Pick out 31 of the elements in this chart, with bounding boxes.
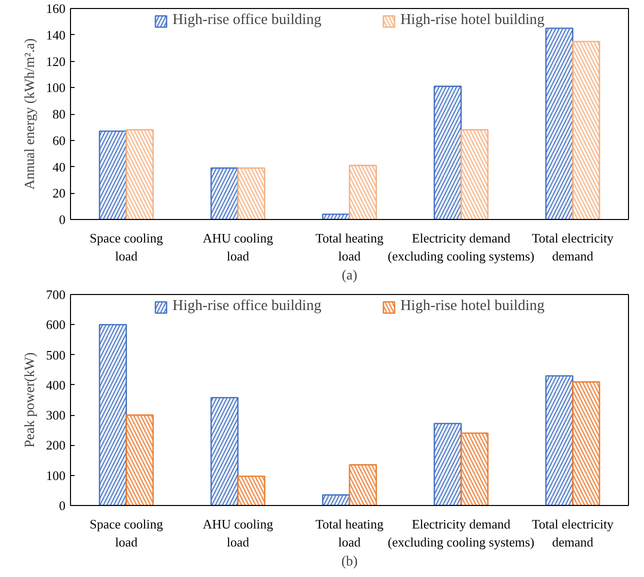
y-tick-label: 300 <box>46 408 66 423</box>
legend-label: High-rise office building <box>172 298 322 315</box>
y-tick-label: 60 <box>52 132 66 148</box>
y-tick-label: 600 <box>46 317 66 332</box>
legend-label: High-rise hotel building <box>400 12 545 29</box>
x-tick-label: Total heating load <box>315 230 384 264</box>
y-tick-label: 20 <box>52 186 66 201</box>
x-tick-label: AHU cooling load <box>202 230 274 264</box>
y-tick-label: 140 <box>46 27 66 42</box>
x-tick-label: Total heating load <box>315 516 384 550</box>
y-axis-title: Annual energy (kWh/m².a) <box>23 38 38 190</box>
y-tick-label: 100 <box>46 468 66 483</box>
x-axis-title: (a) <box>342 268 358 284</box>
y-tick-label: 100 <box>46 80 66 96</box>
y-tick-label: 0 <box>59 212 66 227</box>
x-axis-title: (b) <box>341 554 358 570</box>
y-tick-label: 700 <box>46 287 66 302</box>
y-tick-label: 80 <box>52 106 66 122</box>
x-tick-label: Space cooling load <box>90 230 164 264</box>
legend-label: High-rise office building <box>172 12 322 29</box>
y-tick-label: 0 <box>59 498 66 513</box>
y-axis-title: Peak power(kW) <box>23 352 38 448</box>
y-tick-label: 40 <box>52 159 66 174</box>
y-tick-label: 500 <box>46 347 66 362</box>
y-tick-label: 400 <box>46 377 66 392</box>
legend-label: High-rise hotel building <box>400 298 545 315</box>
y-tick-label: 120 <box>46 54 66 69</box>
y-tick-label: 160 <box>46 1 66 16</box>
x-tick-label: Space cooling load <box>90 516 164 550</box>
x-tick-label: AHU cooling load <box>202 516 274 550</box>
y-tick-label: 200 <box>46 438 66 453</box>
